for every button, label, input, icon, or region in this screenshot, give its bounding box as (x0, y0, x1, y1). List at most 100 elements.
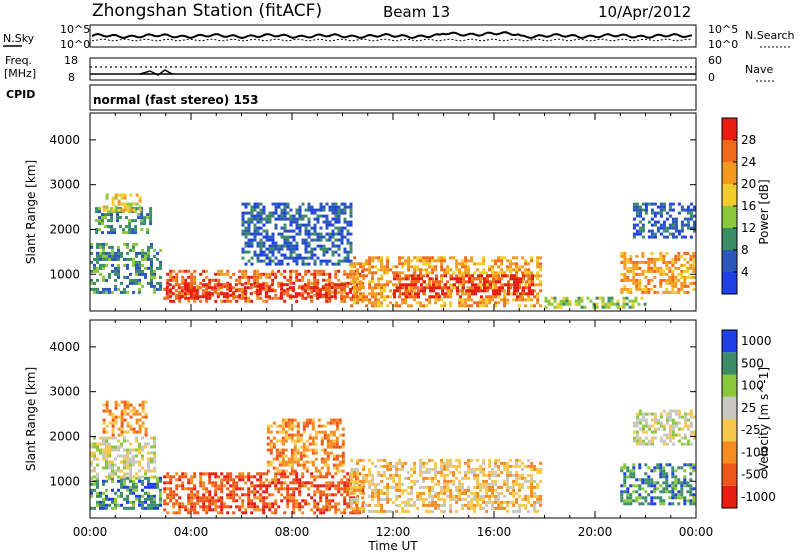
data-cell (449, 292, 453, 296)
data-cell (533, 304, 537, 308)
data-cell (132, 290, 135, 294)
data-cell (632, 430, 636, 434)
data-cell (123, 263, 126, 267)
data-cell (677, 496, 681, 500)
data-cell (467, 292, 471, 296)
data-cell (601, 299, 605, 303)
data-cell (180, 289, 184, 293)
data-cell (431, 503, 435, 507)
data-cell (144, 500, 147, 504)
data-cell (437, 503, 441, 507)
data-cell (677, 478, 681, 482)
data-cell (401, 298, 405, 302)
data-cell (408, 292, 411, 296)
data-cell (431, 488, 435, 492)
data-cell (386, 304, 390, 308)
data-cell (536, 470, 540, 474)
data-cell (268, 235, 272, 239)
data-cell (461, 488, 465, 492)
data-cell (138, 460, 141, 464)
data-cell (464, 503, 468, 507)
data-cell (123, 460, 126, 464)
data-cell (361, 281, 365, 285)
y-tick-label: 2000 (49, 222, 80, 236)
data-cell (470, 500, 474, 504)
data-cell (686, 251, 690, 255)
data-cell (428, 280, 432, 284)
data-cell (141, 503, 144, 507)
data-cell (320, 439, 324, 443)
data-cell (440, 274, 444, 278)
data-cell (395, 301, 399, 305)
data-cell (650, 260, 654, 264)
data-cell (232, 478, 236, 482)
data-cell (659, 484, 663, 488)
data-cell (102, 254, 105, 258)
data-cell (432, 295, 435, 299)
data-cell (132, 406, 136, 410)
data-cell (268, 220, 272, 224)
data-cell (105, 506, 108, 510)
data-cell (524, 506, 528, 510)
data-cell (295, 244, 299, 248)
data-cell (168, 283, 172, 287)
data-cell (126, 242, 129, 246)
data-cell (222, 283, 226, 287)
data-cell (295, 223, 299, 227)
data-cell (335, 469, 339, 473)
data-cell (371, 289, 375, 293)
data-cell (150, 457, 153, 461)
data-cell (301, 293, 305, 297)
data-cell (428, 494, 432, 498)
data-cell (506, 488, 510, 492)
data-cell (290, 436, 294, 440)
data-cell (671, 472, 675, 476)
data-cell (665, 229, 669, 233)
data-cell (156, 476, 159, 480)
data-cell (220, 272, 224, 276)
data-cell (275, 448, 279, 452)
data-cell (314, 469, 318, 473)
data-cell (189, 289, 193, 293)
data-cell (271, 296, 275, 300)
data-cell (638, 214, 642, 218)
data-cell (515, 491, 519, 495)
data-cell (114, 196, 118, 200)
data-cell (474, 283, 477, 287)
data-cell (544, 299, 548, 303)
data-cell (117, 469, 120, 473)
data-cell (668, 502, 672, 506)
data-cell (468, 280, 471, 284)
data-cell (271, 250, 275, 254)
data-cell (536, 277, 540, 281)
data-cell (310, 281, 314, 285)
data-cell (491, 283, 495, 287)
data-cell (665, 226, 669, 230)
data-cell (461, 482, 465, 486)
data-cell (126, 208, 130, 212)
time-axis-label: Time UT (367, 539, 418, 553)
data-cell (96, 269, 99, 273)
data-cell (377, 283, 381, 287)
data-cell (556, 305, 560, 309)
data-cell (488, 476, 492, 480)
data-cell (126, 463, 129, 467)
data-cell (262, 499, 266, 503)
data-cell (482, 497, 486, 501)
data-cell (337, 238, 341, 242)
data-cell (250, 475, 254, 479)
data-cell (123, 257, 126, 261)
data-cell (159, 500, 162, 504)
data-cell (253, 496, 257, 500)
data-cell (512, 473, 516, 477)
data-cell (539, 479, 543, 483)
data-cell (211, 484, 215, 488)
data-cell (665, 472, 669, 476)
data-cell (319, 238, 323, 242)
data-cell (322, 244, 326, 248)
data-cell (626, 475, 630, 479)
velocity-colorbar-segment (722, 396, 737, 420)
data-cell (311, 439, 315, 443)
data-cell (237, 289, 241, 293)
data-cell (671, 487, 675, 491)
